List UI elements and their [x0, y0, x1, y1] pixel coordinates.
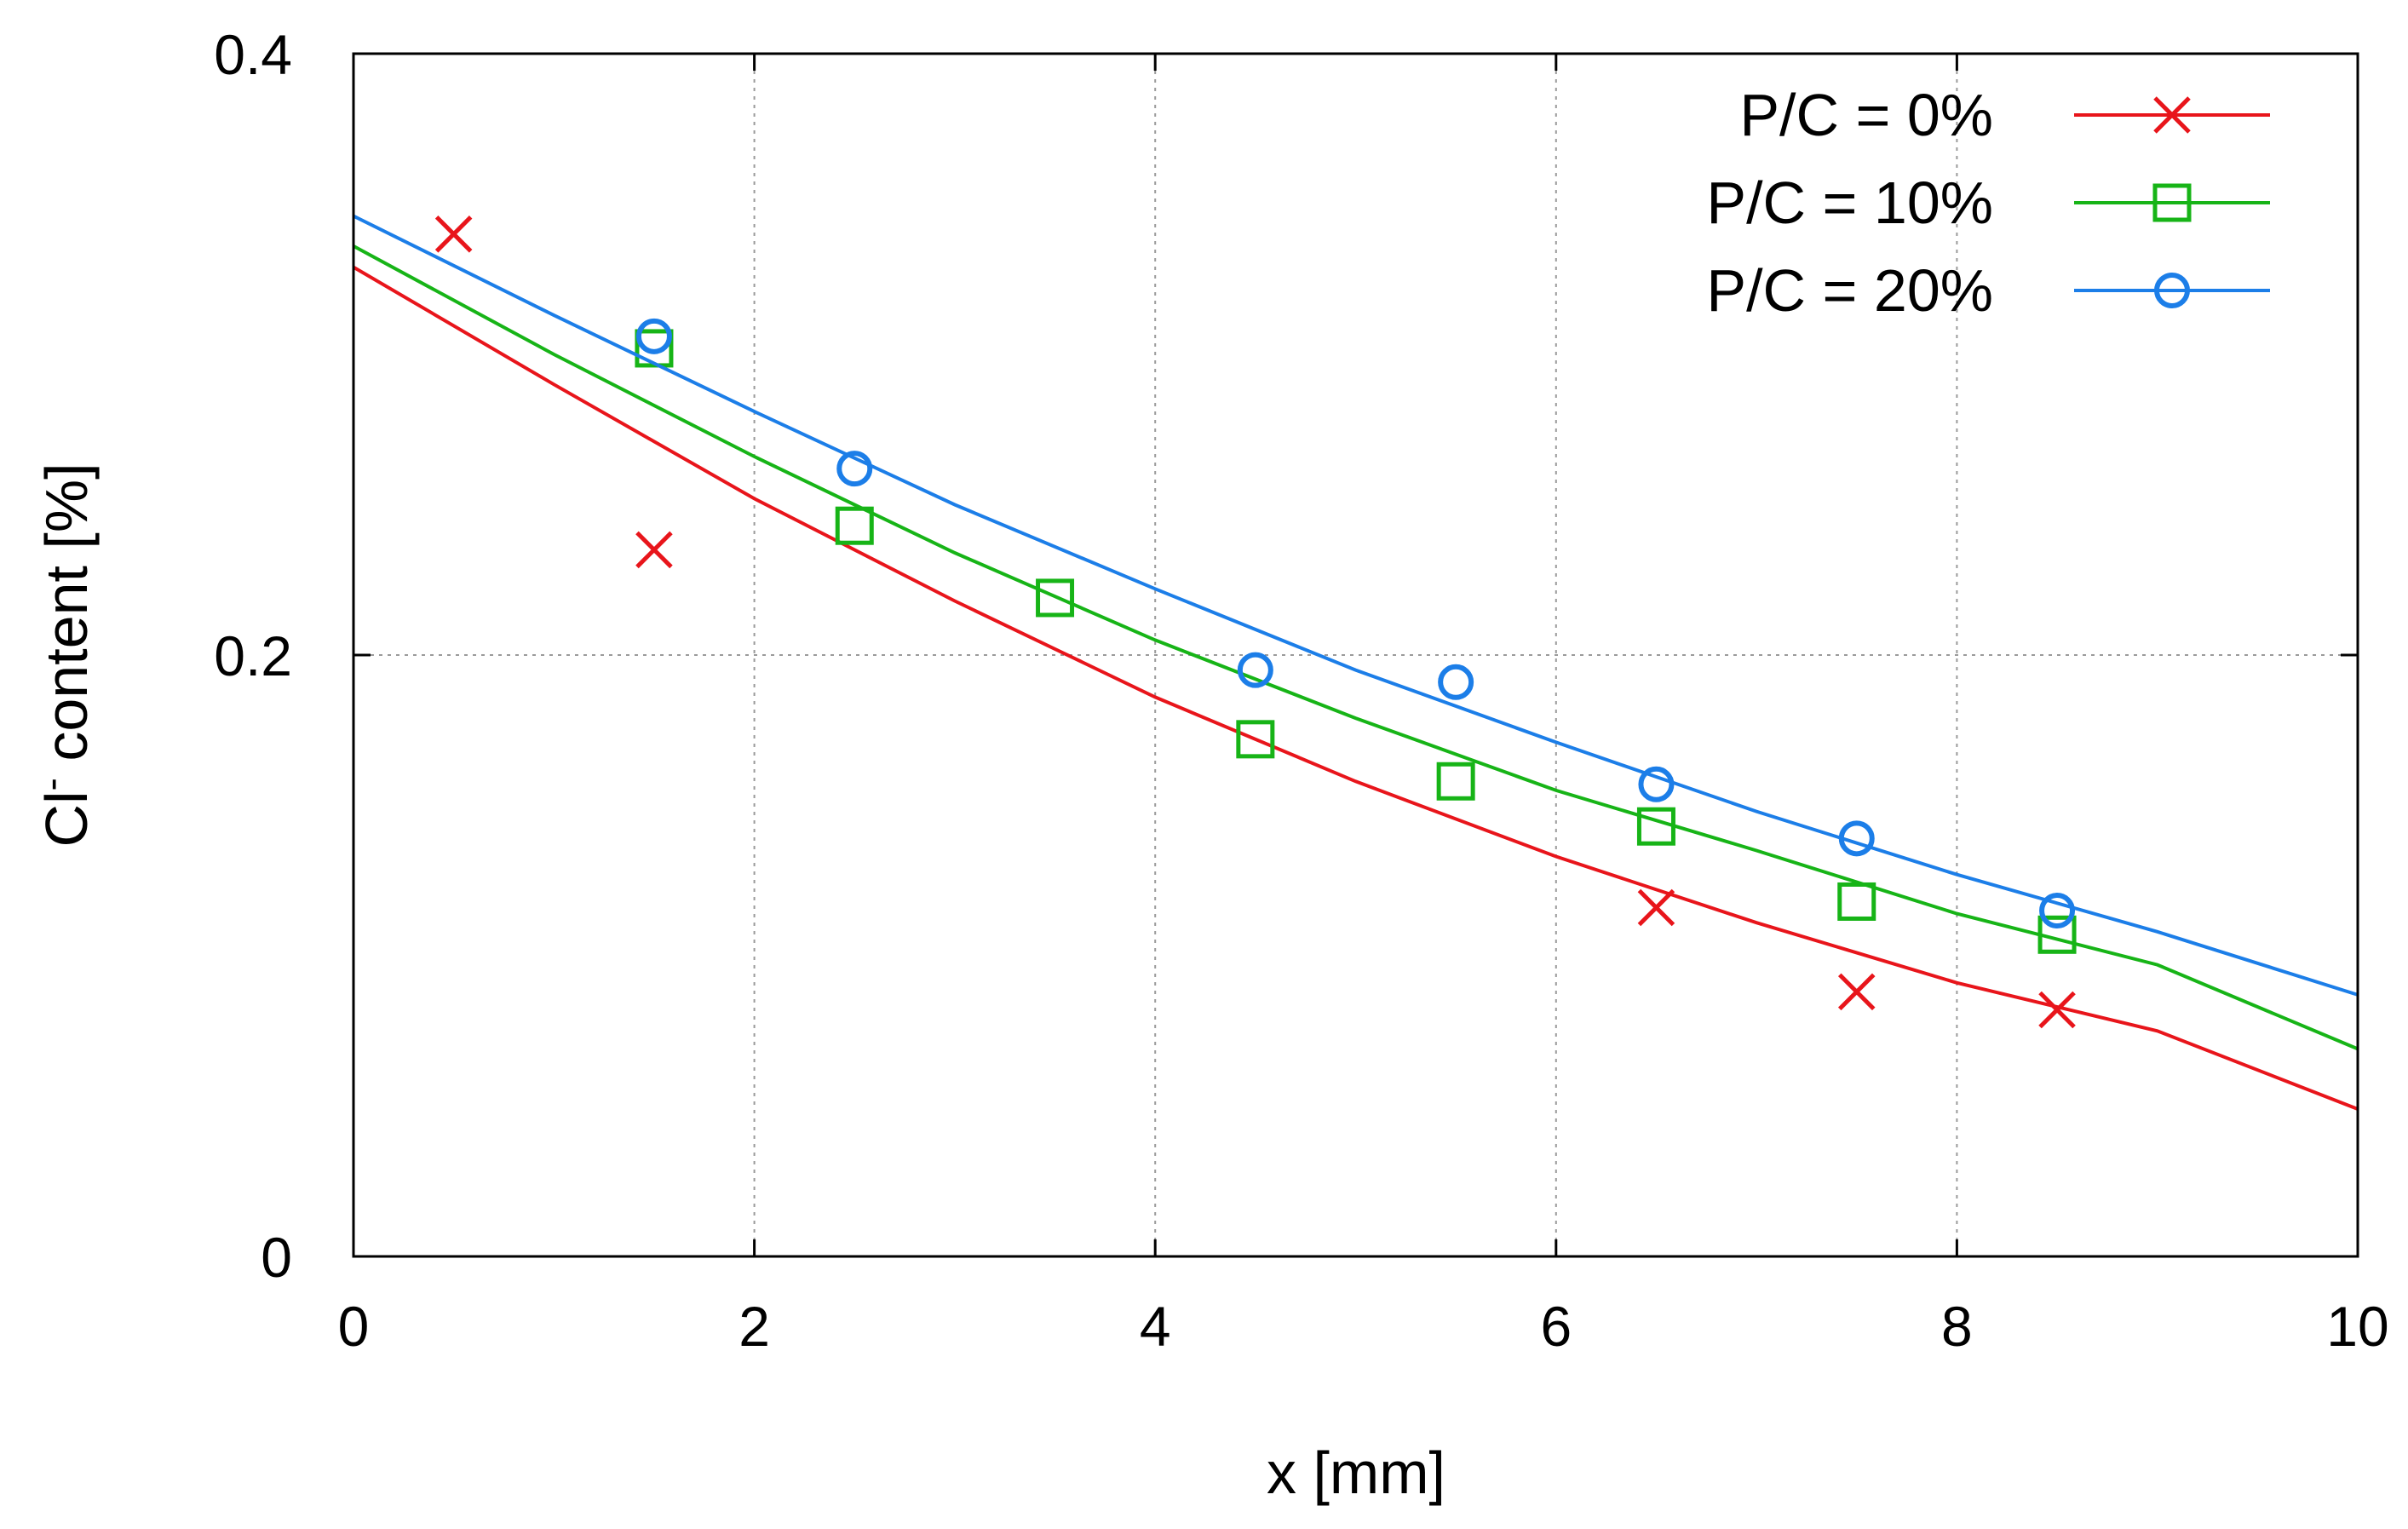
- fit-line-series-2: [353, 214, 2359, 997]
- data-point-series-0: [2038, 991, 2076, 1029]
- x-tick-label: 10: [2326, 1295, 2388, 1358]
- x-axis-title: x [mm]: [1267, 1440, 1445, 1506]
- data-point-series-1: [1236, 720, 1275, 759]
- legend-marker: [2154, 273, 2190, 308]
- ticks-layer: 0 2 4 6 8 10 0 0.2 0.4: [214, 23, 2388, 1358]
- y-axis-title-superscript: -: [29, 778, 73, 790]
- series-0: [352, 216, 2359, 1111]
- plot-frame: [352, 52, 2359, 1258]
- data-point-series-1: [1436, 762, 1475, 801]
- data-point-series-2: [1237, 652, 1273, 688]
- x-tick-label: 2: [738, 1295, 770, 1358]
- legend-marker: [2152, 183, 2192, 222]
- x-tick-label: 6: [1540, 1295, 1572, 1358]
- data-point-series-0: [635, 531, 673, 569]
- cross-stroke: [2038, 991, 2076, 1029]
- series-2: [353, 214, 2359, 997]
- legend: P/C = 0% P/C = 10% P/C = 20%: [1706, 82, 2270, 324]
- cross-stroke: [1837, 973, 1876, 1011]
- legend-label: P/C = 0%: [1739, 82, 1993, 148]
- grid-layer: [353, 54, 2358, 1256]
- data-point-series-1: [635, 329, 674, 368]
- data-point-series-1: [835, 506, 874, 545]
- y-tick-label: 0.2: [214, 624, 292, 687]
- y-axis-title: Cl- content [%]: [29, 463, 100, 847]
- y-axis-title-main: Cl: [33, 790, 100, 847]
- series-1: [353, 244, 2359, 1051]
- legend-marker: [2153, 96, 2191, 134]
- data-point-series-2: [2039, 893, 2076, 929]
- labels-layer: x [mm] Cl- content [%]: [29, 463, 1445, 1506]
- data-point-series-2: [1638, 766, 1675, 802]
- data-point-series-0: [1837, 973, 1876, 1011]
- data-point-series-1: [1837, 882, 1876, 921]
- legend-entry-1: P/C = 10%: [1706, 170, 2270, 236]
- cross-stroke: [635, 531, 673, 569]
- y-tick-label: 0.4: [214, 23, 292, 86]
- y-axis-title-rest: content [%]: [33, 463, 100, 778]
- data-point-series-2: [1838, 820, 1875, 857]
- legend-label: P/C = 20%: [1706, 257, 1993, 324]
- series-layer: [352, 214, 2359, 1111]
- cross-stroke: [1637, 888, 1675, 927]
- y-tick-label: 0: [261, 1226, 292, 1289]
- cross-stroke: [434, 216, 473, 253]
- data-point-series-2: [635, 318, 672, 354]
- x-tick-label: 4: [1140, 1295, 1171, 1358]
- fit-line-series-1: [353, 244, 2359, 1051]
- data-point-series-1: [2037, 915, 2077, 954]
- data-point-series-2: [836, 451, 873, 487]
- data-point-series-1: [1036, 578, 1075, 618]
- cross-stroke: [2153, 96, 2191, 134]
- data-point-series-1: [1636, 807, 1675, 846]
- legend-entry-0: P/C = 0%: [1739, 82, 2270, 148]
- fit-line-series-0: [352, 265, 2359, 1111]
- data-point-series-0: [434, 216, 473, 253]
- legend-entry-2: P/C = 20%: [1706, 257, 2270, 324]
- legend-label: P/C = 10%: [1706, 170, 1993, 236]
- x-tick-label: 8: [1941, 1295, 1973, 1358]
- data-point-series-0: [1637, 888, 1675, 927]
- x-tick-label: 0: [338, 1295, 370, 1358]
- data-point-series-2: [1438, 664, 1474, 700]
